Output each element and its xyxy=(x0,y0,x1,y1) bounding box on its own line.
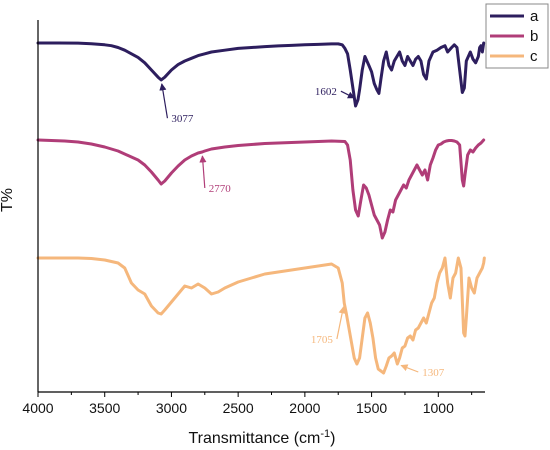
x-tick-label: 1500 xyxy=(356,400,387,416)
legend-label-c: c xyxy=(530,48,538,65)
plot-area: 3077 1602 2770 1705 1307 xyxy=(36,41,486,379)
y-axis-title: T% xyxy=(0,188,16,212)
annotation-arrow xyxy=(340,90,356,99)
annotation-label: 1602 xyxy=(315,86,337,98)
x-tick-label: 4000 xyxy=(22,400,53,416)
x-tick-label: 1000 xyxy=(423,400,454,416)
annotation-label: 1307 xyxy=(422,367,445,379)
x-axis-title-sup: -1 xyxy=(320,428,330,440)
x-tick-label: 3500 xyxy=(89,400,120,416)
x-axis: 4000 3500 3000 2500 2000 1500 1000 xyxy=(22,20,485,416)
x-tick-label: 2000 xyxy=(289,400,320,416)
series-line-a xyxy=(36,41,486,108)
annotation-arrow xyxy=(336,306,346,340)
annotation-arrow xyxy=(400,364,419,373)
legend: abc xyxy=(485,3,549,69)
x-tick-label: 3000 xyxy=(156,400,187,416)
series-line-c xyxy=(36,256,486,375)
annotation-label: 1705 xyxy=(311,334,334,346)
x-axis-title-main: Transmittance (cm xyxy=(189,430,321,447)
annotation-arrow xyxy=(199,155,207,189)
legend-label-a: a xyxy=(530,8,539,25)
annotation-arrow xyxy=(159,83,169,119)
x-tick-label: 2500 xyxy=(223,400,254,416)
x-axis-title: Transmittance (cm-1) xyxy=(189,428,336,447)
series-line-b xyxy=(36,138,486,240)
x-axis-title-end: ) xyxy=(330,430,335,447)
annotation-label: 3077 xyxy=(171,113,194,125)
annotation-label: 2770 xyxy=(209,183,232,195)
legend-label-b: b xyxy=(530,28,538,45)
